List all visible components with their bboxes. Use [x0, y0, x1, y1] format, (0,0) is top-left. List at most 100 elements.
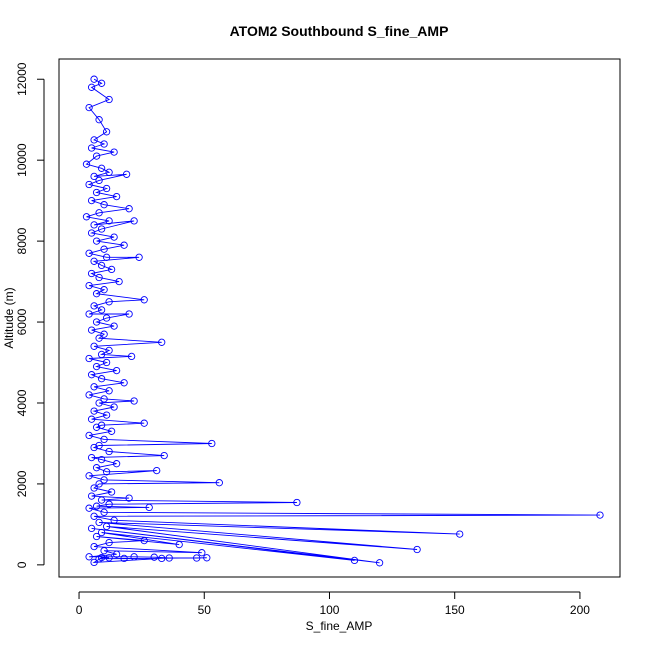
data-point — [100, 476, 108, 484]
data-point — [97, 261, 106, 270]
x-tick-label: 150 — [445, 603, 465, 617]
data-point — [100, 201, 108, 209]
data-point — [82, 213, 91, 221]
data-point — [102, 314, 111, 322]
data-point — [87, 371, 96, 379]
data-point — [87, 453, 96, 462]
data-point — [95, 518, 103, 527]
data-point — [97, 421, 106, 429]
data-point — [203, 554, 211, 562]
data-point — [87, 524, 96, 533]
data-point — [95, 399, 103, 407]
data-point — [375, 559, 384, 567]
data-point — [92, 188, 101, 197]
data-point — [413, 545, 421, 554]
data-point — [95, 273, 103, 282]
data-point — [110, 403, 118, 411]
data-point — [105, 387, 113, 395]
data-point — [92, 290, 101, 298]
data-point — [100, 508, 108, 516]
data-point — [92, 318, 101, 326]
data-point — [140, 419, 148, 427]
data-point — [160, 451, 168, 460]
data-point — [115, 277, 123, 286]
data-point — [105, 346, 113, 355]
data-point — [105, 168, 113, 176]
data-point — [90, 512, 98, 520]
data-point — [102, 358, 111, 367]
data-point — [100, 140, 108, 148]
data-point — [130, 553, 138, 561]
data-point — [208, 439, 216, 448]
data-point — [97, 496, 106, 504]
data-point — [87, 492, 96, 500]
data-point — [153, 466, 161, 475]
data-point — [87, 326, 96, 334]
data-point — [92, 502, 101, 510]
data-point — [145, 503, 153, 512]
data-point — [125, 205, 133, 213]
data-point — [100, 435, 108, 444]
data-point — [158, 338, 166, 346]
data-point — [140, 296, 148, 304]
data-point — [120, 379, 128, 387]
y-axis: 0 2000 4000 6000 8000 10000 12000 — [15, 62, 45, 568]
data-point — [92, 423, 101, 431]
data-point — [100, 245, 108, 253]
data-point — [87, 144, 96, 152]
x-tick-label: 100 — [319, 603, 339, 617]
data-point — [85, 431, 93, 440]
data-point — [87, 196, 96, 205]
data-point — [90, 407, 98, 415]
data-point — [90, 558, 98, 567]
data-point — [90, 221, 98, 229]
data-point — [102, 128, 111, 136]
data-point — [92, 237, 101, 245]
data-point — [105, 538, 113, 547]
data-point — [90, 302, 98, 310]
data-point — [87, 415, 96, 423]
data-point — [102, 253, 111, 261]
data-point — [102, 184, 111, 193]
data-point — [215, 479, 223, 487]
data-point — [97, 306, 106, 314]
data-point — [95, 480, 103, 488]
data-point — [102, 468, 111, 476]
data-point — [105, 554, 113, 562]
data-point — [90, 172, 98, 181]
data-point — [90, 383, 98, 391]
data-point — [90, 342, 98, 350]
data-point — [158, 554, 166, 563]
data-point — [125, 310, 133, 318]
data-point — [112, 460, 121, 468]
data-point — [87, 229, 96, 237]
data-point — [122, 170, 131, 178]
data-point — [97, 553, 106, 562]
data-point — [175, 540, 183, 549]
data-point — [100, 547, 108, 555]
data-point — [97, 455, 106, 464]
data-point — [112, 192, 121, 201]
data-point — [95, 334, 103, 342]
x-axis: 0 50 100 150 200 — [76, 591, 590, 617]
data-point — [105, 298, 113, 306]
data-point — [105, 447, 113, 456]
data-point — [97, 375, 106, 383]
y-tick-label: 0 — [15, 561, 29, 568]
data-point — [130, 397, 138, 405]
data-point — [97, 528, 106, 537]
data-point — [110, 233, 118, 241]
data-point — [105, 217, 113, 225]
data-point — [97, 350, 106, 359]
data-point — [95, 176, 103, 185]
data-point — [87, 269, 96, 278]
data-point — [120, 241, 128, 249]
data-point — [456, 530, 464, 538]
data-point — [130, 217, 138, 225]
data-point — [95, 209, 103, 217]
data-point — [140, 536, 148, 545]
data-point — [85, 354, 93, 363]
data-point — [95, 441, 103, 450]
data-point — [293, 498, 301, 507]
